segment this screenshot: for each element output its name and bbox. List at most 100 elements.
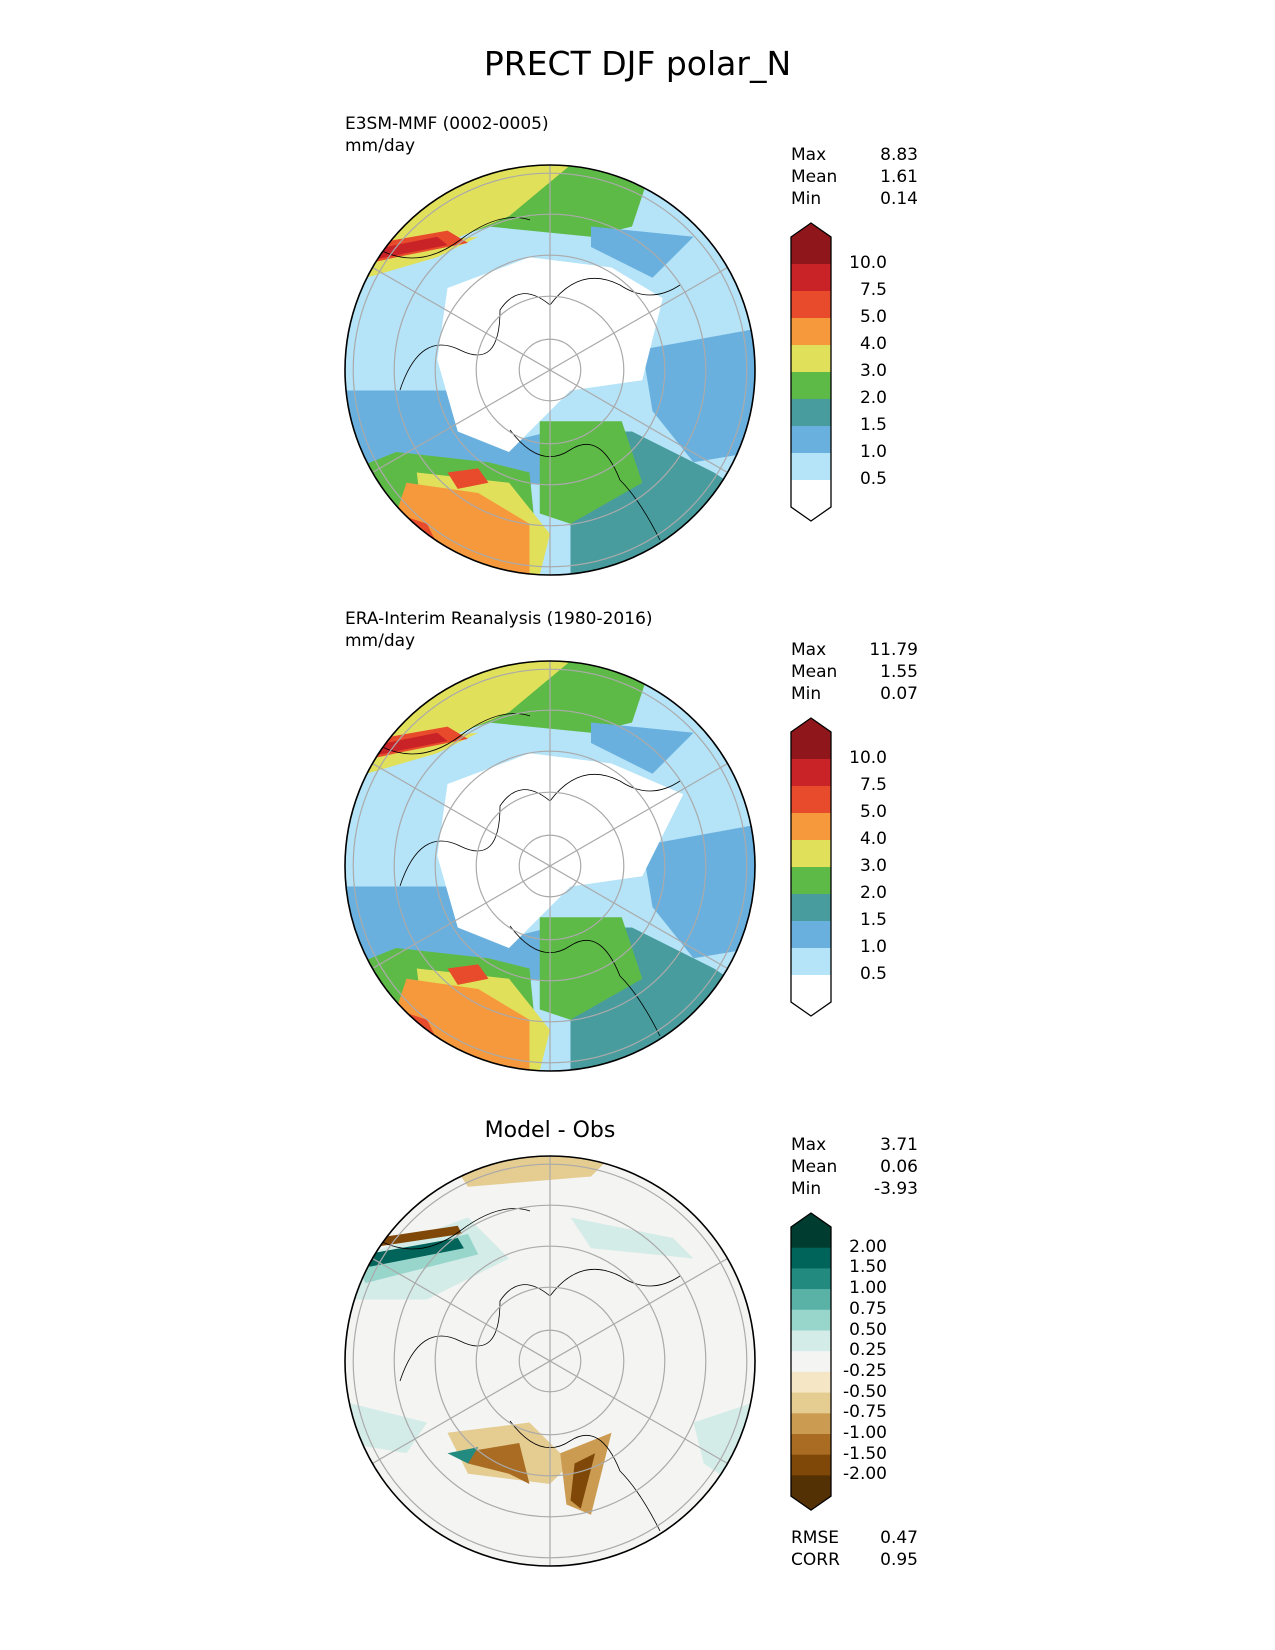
panel-1-units: mm/day — [345, 136, 416, 156]
max-label: Max — [791, 1135, 827, 1155]
contour-region — [457, 1443, 530, 1484]
contour-region — [365, 732, 448, 756]
panel-1-header: E3SM-MMF (0002-0005) mm/day — [345, 113, 549, 157]
max-value: 11.79 — [869, 640, 918, 660]
contour-region — [375, 1225, 462, 1247]
contour-region — [365, 236, 448, 260]
longitude-gridline — [372, 762, 728, 970]
map-field — [345, 165, 755, 575]
panel-2-units: mm/day — [345, 631, 416, 651]
colorbar-extend-min — [791, 1002, 831, 1016]
colorbar-tick-label: 4.0 — [859, 334, 887, 354]
colorbar-tick-label: 2.0 — [859, 388, 887, 408]
map-boundary — [344, 1155, 756, 1567]
colorbar-segment — [791, 453, 831, 481]
corr-value: 0.95 — [880, 1550, 918, 1570]
colorbar-tick-label: -2.00 — [843, 1464, 887, 1485]
colorbar-tick-label: 10.0 — [849, 748, 887, 768]
polar-map-3 — [344, 1155, 756, 1567]
contour-region — [570, 1217, 694, 1259]
colorbar-segment — [791, 867, 831, 895]
colorbar-tick-label: -0.25 — [843, 1360, 887, 1381]
colorbar-segment — [791, 732, 831, 760]
contour-region — [591, 722, 694, 774]
colorbar-tick-label: 1.0 — [859, 937, 887, 957]
colorbar-tick-label: 2.00 — [849, 1236, 887, 1257]
coastline — [379, 1208, 681, 1532]
colorbar-segment — [791, 264, 831, 292]
colorbar-tick-label: 7.5 — [859, 280, 887, 300]
contour-region — [591, 226, 694, 278]
colorbar-tick-label: 1.00 — [849, 1278, 887, 1299]
contour-region — [447, 1447, 479, 1464]
colorbar-segment — [791, 894, 831, 922]
panel-1-title: E3SM-MMF (0002-0005) — [345, 114, 549, 134]
panel-3-stats: Max 3.71 Mean 0.06 Min -3.93 — [791, 1134, 918, 1200]
colorbar-extend-max — [791, 718, 831, 732]
mean-label: Mean — [791, 1157, 838, 1177]
min-label: Min — [791, 684, 822, 704]
contour-region — [345, 236, 479, 284]
map-boundary — [344, 660, 756, 1072]
colorbar-tick-label: 0.25 — [849, 1340, 887, 1361]
contour-region — [570, 1453, 596, 1509]
longitude-gridline — [372, 266, 728, 474]
colorbar-tick-label: 0.75 — [849, 1298, 887, 1319]
min-value: 0.14 — [880, 189, 918, 209]
panel-2-stats: Max 11.79 Mean 1.55 Min 0.07 — [791, 639, 918, 705]
panel-2-title: ERA-Interim Reanalysis (1980-2016) — [345, 609, 653, 629]
max-value: 3.71 — [880, 1135, 918, 1155]
colorbar-segment — [791, 1330, 831, 1352]
colorbar-segment — [791, 975, 831, 1003]
max-value: 8.83 — [880, 145, 918, 165]
colorbar-2 — [790, 717, 832, 1017]
mean-label: Mean — [791, 167, 838, 187]
colorbar-segment — [791, 1413, 831, 1435]
colorbar-segment — [791, 1289, 831, 1311]
colorbar-tick-label: 5.0 — [859, 307, 887, 327]
colorbar-extend-min — [791, 507, 831, 521]
colorbar-tick-label: 0.5 — [859, 964, 887, 984]
colorbar-tick-label: 4.0 — [859, 829, 887, 849]
max-label: Max — [791, 145, 827, 165]
rmse-label: RMSE — [791, 1528, 840, 1548]
colorbar-tick-label: -0.50 — [843, 1381, 887, 1402]
colorbar-outline — [790, 222, 832, 522]
contour-region — [539, 917, 643, 1020]
colorbar-segment — [791, 921, 831, 949]
colorbar-segment — [791, 1227, 831, 1249]
colorbar-extend-max — [791, 1213, 831, 1227]
colorbar-tick-label: 1.5 — [859, 415, 887, 435]
contour-region — [437, 753, 684, 948]
map-field — [345, 661, 755, 1071]
colorbar-tick-label: 3.0 — [859, 361, 887, 381]
colorbar-tick-label: 7.5 — [859, 775, 887, 795]
mean-label: Mean — [791, 662, 838, 682]
colorbar-segment — [791, 840, 831, 868]
contour-region — [447, 964, 489, 985]
colorbar-segment — [791, 399, 831, 427]
colorbar-extend-min — [791, 1496, 831, 1511]
colorbar-segment — [791, 372, 831, 400]
contour-region — [365, 1238, 464, 1267]
mean-value: 0.06 — [880, 1157, 918, 1177]
colorbar-tick-label: 1.5 — [859, 910, 887, 930]
colorbar-3 — [790, 1212, 832, 1511]
colorbar-tick-label: 0.5 — [859, 469, 887, 489]
min-label: Min — [791, 189, 822, 209]
panel-3-title: Model - Obs — [484, 1118, 616, 1143]
colorbar-segment — [791, 291, 831, 319]
polar-map-2 — [344, 660, 756, 1072]
colorbar-segment — [791, 759, 831, 787]
colorbar-tick-label: 2.0 — [859, 883, 887, 903]
corr-label: CORR — [791, 1550, 840, 1570]
min-label: Min — [791, 1179, 822, 1199]
polar-map-1 — [344, 164, 756, 576]
contour-region — [447, 468, 489, 489]
colorbar-segment — [791, 345, 831, 373]
figure-title: PRECT DJF polar_N — [483, 44, 792, 83]
contour-region — [345, 732, 479, 780]
colorbar-segment — [791, 1351, 831, 1373]
colorbar-segment — [791, 1309, 831, 1331]
